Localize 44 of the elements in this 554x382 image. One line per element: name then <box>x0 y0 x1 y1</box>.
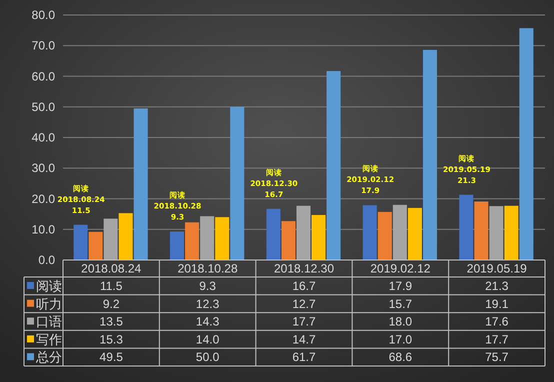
x-tick-label: 2019.05.19 <box>466 262 528 276</box>
data-label: 17.0 <box>388 332 412 346</box>
legend-label: 听力 <box>36 296 62 312</box>
data-label: 75.7 <box>485 350 509 364</box>
legend-label: 写作 <box>36 332 62 347</box>
data-label: 15.3 <box>100 332 124 346</box>
data-label: 17.7 <box>292 314 316 329</box>
data-label: 68.6 <box>388 350 412 364</box>
y-tick-label: 60.0 <box>32 69 56 84</box>
data-label: 17.9 <box>388 279 412 293</box>
data-label: 61.7 <box>292 350 316 364</box>
data-label: 16.7 <box>292 279 316 293</box>
data-label: 50.0 <box>196 350 220 364</box>
data-label: 9.3 <box>199 279 216 293</box>
data-label: 14.0 <box>196 332 220 346</box>
data-label: 21.3 <box>485 279 509 293</box>
x-tick-label: 2018.12.30 <box>274 262 334 276</box>
data-label: 11.5 <box>100 279 123 293</box>
legend-label: 阅读 <box>36 278 62 294</box>
data-label: 13.5 <box>100 314 124 329</box>
y-tick-label: 40.0 <box>32 130 56 144</box>
data-label: 14.3 <box>196 314 220 329</box>
x-tick-label: 2018.10.28 <box>178 262 238 276</box>
data-label: 14.7 <box>292 332 316 346</box>
data-label: 49.5 <box>100 350 124 364</box>
data-label: 12.3 <box>196 296 220 311</box>
legend-label: 总分 <box>35 350 62 365</box>
y-tick-label: 10.0 <box>32 222 56 236</box>
y-tick-label: 70.0 <box>32 38 56 53</box>
legend-label: 口语 <box>36 314 62 330</box>
data-label: 19.1 <box>485 296 509 311</box>
data-label: 18.0 <box>388 314 412 329</box>
y-tick-label: 20.0 <box>32 192 56 206</box>
y-tick-label: 80.0 <box>32 8 56 22</box>
y-tick-label: 0.0 <box>38 253 56 267</box>
y-tick-label: 50.0 <box>32 100 56 114</box>
data-label: 17.7 <box>485 332 509 346</box>
y-tick-label: 30.0 <box>32 161 56 176</box>
x-tick-label: 2018.08.24 <box>81 262 142 276</box>
data-label: 12.7 <box>292 296 316 311</box>
x-tick-label: 2019.02.12 <box>370 262 431 276</box>
data-label: 17.6 <box>485 314 509 329</box>
data-label: 15.7 <box>388 296 412 311</box>
data-label: 9.2 <box>102 296 120 311</box>
